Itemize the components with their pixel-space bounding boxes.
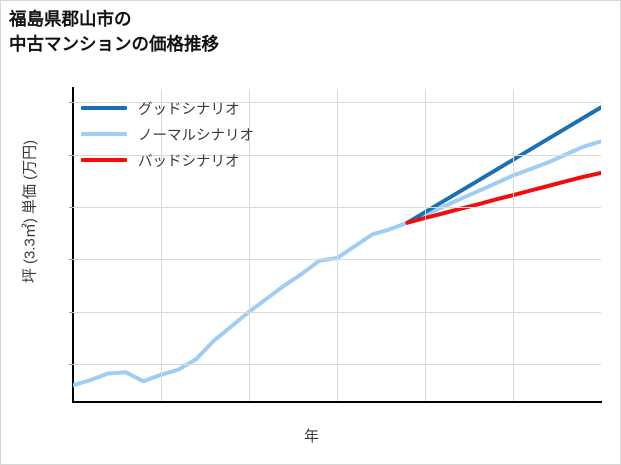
- chart-title-line-2: 中古マンションの価格推移: [9, 34, 219, 54]
- legend-label-normal: ノーマルシナリオ: [138, 127, 254, 144]
- y-tick-mark: [69, 364, 73, 365]
- gridline-vertical: [161, 89, 162, 401]
- y-axis-spine: [72, 87, 74, 403]
- y-axis-title-text: 坪 (3.3㎡) 単価 (万円): [21, 139, 39, 284]
- line-good-scenario: [405, 105, 601, 225]
- x-axis-title: 年: [303, 428, 319, 445]
- legend-swatch-bad: [81, 158, 127, 162]
- chart-legend: グッドシナリオ ノーマルシナリオ バッドシナリオ: [77, 91, 260, 177]
- chart-title: 福島県郡山市の 中古マンションの価格推移: [9, 7, 439, 57]
- legend-label-bad: バッドシナリオ: [138, 153, 240, 170]
- y-tick-mark: [69, 155, 73, 156]
- plot-area: 406080100120140200520102015202020252030: [69, 89, 601, 401]
- legend-swatch-good: [81, 106, 127, 110]
- legend-label-good: グッドシナリオ: [138, 101, 240, 118]
- legend-item-bad: バッドシナリオ: [81, 147, 254, 173]
- y-tick-mark: [69, 312, 73, 313]
- gridline-vertical: [425, 89, 426, 401]
- gridline-vertical: [513, 89, 514, 401]
- x-axis-spine: [72, 401, 602, 403]
- y-tick-mark: [69, 259, 73, 260]
- y-tick-mark: [69, 102, 73, 103]
- y-tick-mark: [69, 207, 73, 208]
- legend-item-good: グッドシナリオ: [81, 95, 254, 121]
- legend-swatch-normal: [81, 132, 127, 136]
- chart-title-line-1: 福島県郡山市の: [9, 9, 132, 29]
- legend-item-normal: ノーマルシナリオ: [81, 121, 254, 147]
- y-axis-title: 坪 (3.3㎡) 単価 (万円): [19, 1, 40, 464]
- gridline-vertical: [249, 89, 250, 401]
- gridline-vertical: [337, 89, 338, 401]
- line-bad-scenario: [405, 170, 601, 225]
